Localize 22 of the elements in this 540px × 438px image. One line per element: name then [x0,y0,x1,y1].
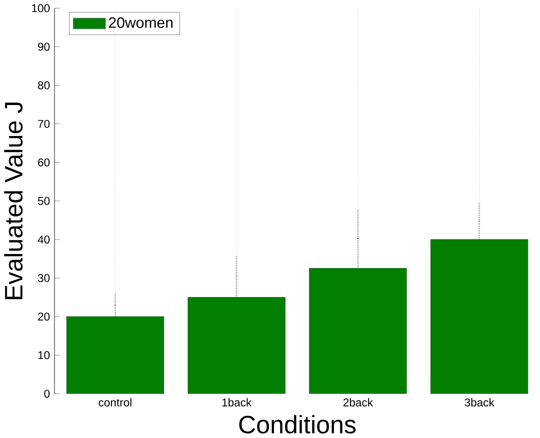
y-tick-label: 100 [32,4,50,12]
y-tick-label: 60 [38,158,50,167]
y-tick-label: 40 [38,236,50,244]
bar [430,239,528,394]
bar [66,316,164,394]
y-tick-label: 30 [38,274,50,282]
y-tick-label: 80 [38,81,50,90]
y-tick-label: 70 [38,120,50,128]
x-tick-label: control [98,398,132,407]
y-axis-title: Evaluated Value J [4,102,23,300]
x-tick-label: 3back [464,398,494,407]
y-tick-label: 20 [38,312,50,321]
bar [309,268,406,394]
x-tick-label: 1back [222,398,252,407]
y-tick-label: 50 [38,197,50,206]
y-tick-label: 0 [44,390,50,398]
y-tick-label: 10 [38,351,50,360]
x-axis-title: Conditions [239,415,356,434]
x-tick-label: 2back [343,398,374,407]
y-tick-label: 90 [38,42,50,51]
legend-label: 20women [108,17,173,28]
bar [188,297,286,394]
